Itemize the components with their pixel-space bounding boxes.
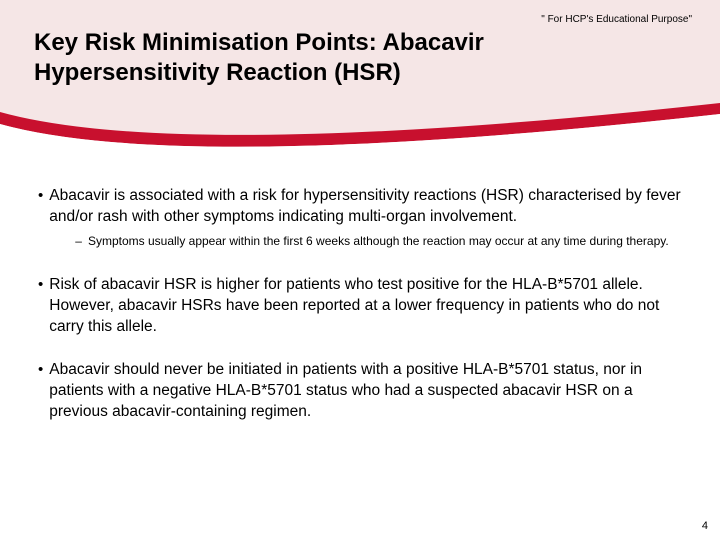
page-title: Key Risk Minimisation Points: Abacavir H…: [34, 28, 484, 88]
bullet-item: • Abacavir is associated with a risk for…: [38, 186, 682, 253]
dash-mark-icon: –: [75, 234, 82, 250]
sub-bullet-item: – Symptoms usually appear within the fir…: [75, 234, 682, 250]
bullet-mark-icon: •: [38, 360, 43, 423]
bullet-text: Abacavir is associated with a risk for h…: [49, 186, 682, 228]
decorative-curve: [0, 100, 720, 180]
bullet-text: Risk of abacavir HSR is higher for patie…: [49, 275, 682, 338]
page-number: 4: [702, 520, 708, 532]
sub-bullet-text: Symptoms usually appear within the first…: [88, 234, 669, 250]
bullet-text: Abacavir should never be initiated in pa…: [49, 360, 682, 423]
title-line-2: Hypersensitivity Reaction (HSR): [34, 59, 401, 86]
bullet-body: Abacavir is associated with a risk for h…: [49, 186, 682, 253]
bullet-mark-icon: •: [38, 275, 43, 338]
bullet-item: • Abacavir should never be initiated in …: [38, 360, 682, 423]
disclaimer-text: " For HCP's Educational Purpose": [541, 14, 692, 25]
content-area: • Abacavir is associated with a risk for…: [38, 186, 682, 445]
title-line-1: Key Risk Minimisation Points: Abacavir: [34, 29, 484, 56]
bullet-mark-icon: •: [38, 186, 43, 253]
bullet-item: • Risk of abacavir HSR is higher for pat…: [38, 275, 682, 338]
